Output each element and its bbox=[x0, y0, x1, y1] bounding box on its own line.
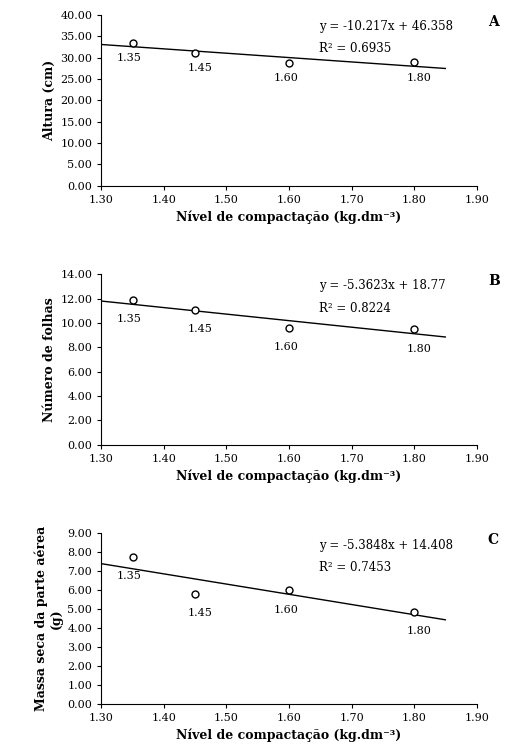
Text: 1.35: 1.35 bbox=[117, 571, 142, 581]
X-axis label: Nível de compactação (kg.dm⁻³): Nível de compactação (kg.dm⁻³) bbox=[176, 470, 402, 483]
Text: R² = 0.6935: R² = 0.6935 bbox=[319, 42, 391, 55]
Text: y = -5.3848x + 14.408: y = -5.3848x + 14.408 bbox=[319, 539, 453, 551]
Text: 1.35: 1.35 bbox=[117, 53, 142, 64]
Text: 1.80: 1.80 bbox=[407, 344, 431, 354]
Text: C: C bbox=[488, 533, 499, 548]
Text: R² = 0.8224: R² = 0.8224 bbox=[319, 302, 391, 315]
Text: 1.45: 1.45 bbox=[188, 63, 212, 73]
Text: 1.80: 1.80 bbox=[407, 626, 431, 637]
Text: 1.60: 1.60 bbox=[273, 73, 298, 83]
Text: 1.35: 1.35 bbox=[117, 315, 142, 324]
Y-axis label: Altura (cm): Altura (cm) bbox=[43, 60, 56, 141]
Text: y = -10.217x + 46.358: y = -10.217x + 46.358 bbox=[319, 20, 453, 33]
Text: y = -5.3623x + 18.77: y = -5.3623x + 18.77 bbox=[319, 279, 446, 292]
X-axis label: Nível de compactação (kg.dm⁻³): Nível de compactação (kg.dm⁻³) bbox=[176, 729, 402, 742]
X-axis label: Nível de compactação (kg.dm⁻³): Nível de compactação (kg.dm⁻³) bbox=[176, 210, 402, 224]
Text: R² = 0.7453: R² = 0.7453 bbox=[319, 561, 391, 574]
Y-axis label: Número de folhas: Número de folhas bbox=[43, 297, 56, 422]
Text: 1.80: 1.80 bbox=[407, 73, 431, 82]
Text: B: B bbox=[488, 274, 499, 288]
Y-axis label: Massa seca da parte aérea
(g): Massa seca da parte aérea (g) bbox=[35, 526, 63, 712]
Text: 1.45: 1.45 bbox=[188, 608, 212, 619]
Text: A: A bbox=[488, 15, 498, 29]
Text: 1.60: 1.60 bbox=[273, 604, 298, 615]
Text: 1.60: 1.60 bbox=[273, 342, 298, 353]
Text: 1.45: 1.45 bbox=[188, 324, 212, 334]
